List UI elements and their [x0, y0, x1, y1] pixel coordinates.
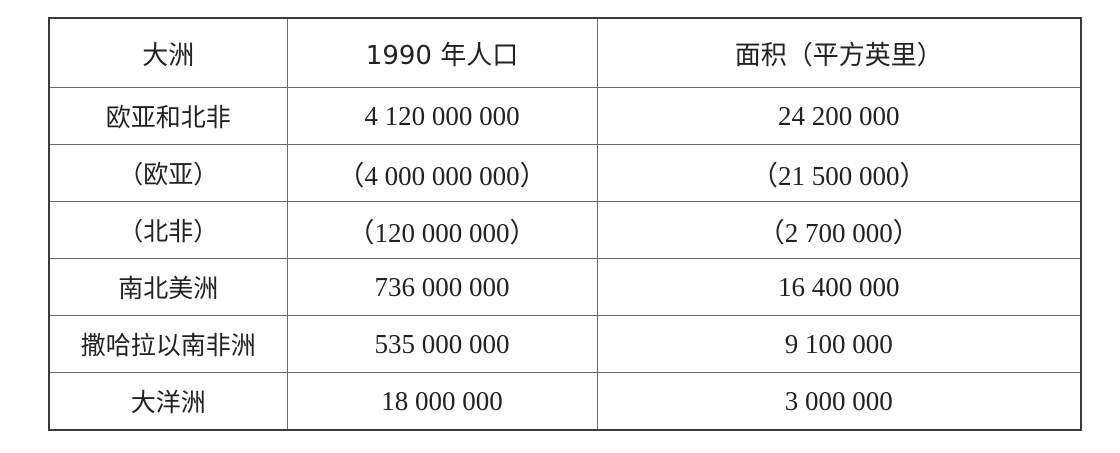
- population-cell: 4 120 000 000: [286, 87, 598, 145]
- population-area-table: 大洲 1990 年人口 面积（平方英里） 欧亚和北非 4 120 000 000…: [48, 17, 1082, 431]
- table-row: （欧亚） （4 000 000 000） （21 500 000）: [48, 144, 1082, 202]
- table-row: 撒哈拉以南非洲 535 000 000 9 100 000: [48, 315, 1082, 373]
- area-cell: （2 700 000）: [596, 201, 1082, 259]
- area-cell: 3 000 000: [596, 372, 1082, 431]
- continent-cell: （北非）: [48, 201, 288, 259]
- population-cell: （4 000 000 000）: [286, 144, 598, 202]
- table-row: 大洋洲 18 000 000 3 000 000: [48, 372, 1082, 431]
- population-cell: （120 000 000）: [286, 201, 598, 259]
- population-cell: 736 000 000: [286, 258, 598, 316]
- header-area: 面积（平方英里）: [596, 17, 1082, 88]
- population-area-table-container: 大洲 1990 年人口 面积（平方英里） 欧亚和北非 4 120 000 000…: [48, 17, 1082, 431]
- table-row: 欧亚和北非 4 120 000 000 24 200 000: [48, 87, 1082, 145]
- continent-cell: （欧亚）: [48, 144, 288, 202]
- continent-cell: 南北美洲: [48, 258, 288, 316]
- table-row: 南北美洲 736 000 000 16 400 000: [48, 258, 1082, 316]
- area-cell: 9 100 000: [596, 315, 1082, 373]
- continent-cell: 撒哈拉以南非洲: [48, 315, 288, 373]
- population-cell: 18 000 000: [286, 372, 598, 431]
- population-cell: 535 000 000: [286, 315, 598, 373]
- continent-cell: 大洋洲: [48, 372, 288, 431]
- header-population-1990: 1990 年人口: [286, 17, 598, 88]
- area-cell: （21 500 000）: [596, 144, 1082, 202]
- area-cell: 24 200 000: [596, 87, 1082, 145]
- table-row: （北非） （120 000 000） （2 700 000）: [48, 201, 1082, 259]
- table-header-row: 大洲 1990 年人口 面积（平方英里）: [48, 17, 1082, 88]
- area-cell: 16 400 000: [596, 258, 1082, 316]
- continent-cell: 欧亚和北非: [48, 87, 288, 145]
- header-continent: 大洲: [48, 17, 288, 88]
